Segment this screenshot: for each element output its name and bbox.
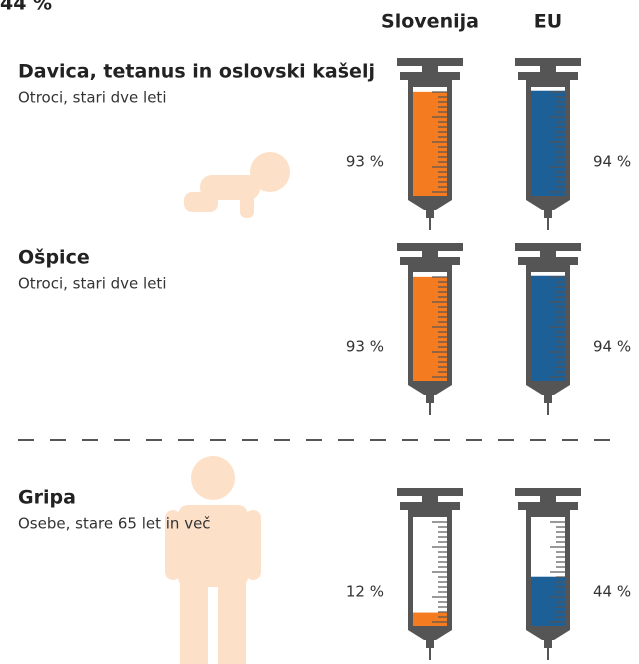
plunger-cap xyxy=(515,488,581,496)
plunger-cap xyxy=(515,58,581,66)
group-title: Ošpice xyxy=(18,247,90,269)
group-title: Gripa xyxy=(18,487,76,509)
plunger-stem xyxy=(422,66,438,72)
infographic: 44 % Slovenija EU Davica, tetanus in oslov… xyxy=(0,0,639,664)
barrel-taper xyxy=(526,200,570,210)
value-label: 12 % xyxy=(346,583,384,601)
group-subtitle: Otroci, stari dve leti xyxy=(18,275,166,293)
plunger-cap xyxy=(397,488,463,496)
needle-hub xyxy=(544,395,552,403)
cropped-label: 44 % xyxy=(0,0,52,15)
flange xyxy=(400,72,460,80)
barrel-taper xyxy=(408,630,452,640)
plunger-tip xyxy=(413,84,447,87)
plunger-tip xyxy=(531,514,565,517)
barrel-taper xyxy=(526,630,570,640)
plunger-cap xyxy=(397,58,463,66)
needle-hub xyxy=(426,210,434,218)
flange xyxy=(518,72,578,80)
needle-hub xyxy=(426,640,434,648)
column-header: Slovenija xyxy=(381,11,479,33)
needle-hub xyxy=(426,395,434,403)
group-subtitle: Otroci, stari dve leti xyxy=(18,89,166,107)
flange xyxy=(400,502,460,510)
barrel-taper xyxy=(526,385,570,395)
fill-level xyxy=(413,613,447,626)
barrel-taper xyxy=(408,200,452,210)
plunger-tip xyxy=(531,84,565,87)
plunger-cap xyxy=(397,243,463,251)
needle-hub xyxy=(544,640,552,648)
column-header: EU xyxy=(534,11,562,33)
person-icon xyxy=(165,456,261,664)
flange xyxy=(518,502,578,510)
group-title: Davica, tetanus in oslovski kašelj xyxy=(18,61,375,83)
value-label: 94 % xyxy=(593,153,631,171)
barrel-inner xyxy=(413,514,447,626)
plunger-stem xyxy=(422,251,438,257)
plunger-tip xyxy=(413,269,447,272)
flange xyxy=(400,257,460,265)
value-label: 93 % xyxy=(346,338,384,356)
plunger-stem xyxy=(422,496,438,502)
group-subtitle: Osebe, stare 65 let in več xyxy=(18,515,211,533)
flange xyxy=(518,257,578,265)
fill-level xyxy=(531,577,565,626)
value-label: 94 % xyxy=(593,338,631,356)
value-label: 44 % xyxy=(593,583,631,601)
plunger-stem xyxy=(540,496,556,502)
plunger-stem xyxy=(540,66,556,72)
value-label: 93 % xyxy=(346,153,384,171)
barrel-taper xyxy=(408,385,452,395)
needle-hub xyxy=(544,210,552,218)
baby-icon xyxy=(184,152,290,218)
plunger-tip xyxy=(413,514,447,517)
plunger-cap xyxy=(515,243,581,251)
plunger-stem xyxy=(540,251,556,257)
plunger-tip xyxy=(531,269,565,272)
